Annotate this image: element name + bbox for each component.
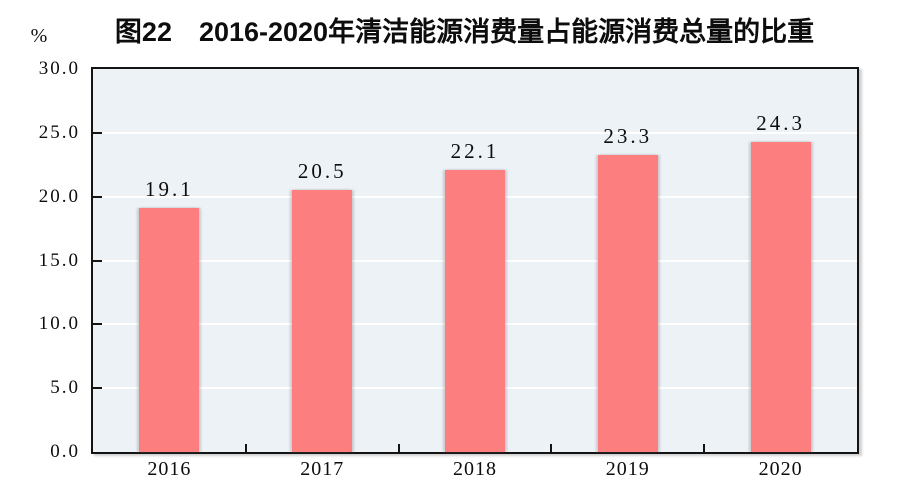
bar-2016 <box>139 208 200 452</box>
x-axis-tick <box>397 444 400 452</box>
y-axis-tick-label: 30.0 <box>38 58 80 79</box>
x-axis-tick <box>550 444 553 452</box>
x-axis-label: 2019 <box>605 458 650 480</box>
x-axis-tick <box>244 444 247 452</box>
y-axis-tick <box>93 323 102 326</box>
y-axis-tick-label: 0.0 <box>50 441 80 462</box>
bar-2020 <box>750 141 811 452</box>
x-axis-label: 2017 <box>300 458 345 480</box>
x-axis-label: 2018 <box>453 458 497 480</box>
y-axis-tick <box>93 131 102 134</box>
bar-value-label: 23.3 <box>603 123 653 148</box>
y-axis-tick-label: 15.0 <box>38 249 80 271</box>
plot-area: 19.1 20.5 22.1 23.3 24.3 <box>91 67 859 454</box>
bar-2017 <box>292 190 353 452</box>
y-axis-tick-label: 10.0 <box>38 313 80 335</box>
x-axis-label: 2016 <box>147 458 192 480</box>
bar-value-label: 22.1 <box>450 138 500 163</box>
bar-value-label: 20.5 <box>297 159 347 184</box>
y-axis-tick <box>93 195 102 198</box>
bar-2018 <box>445 169 505 452</box>
bar-value-label: 24.3 <box>756 110 805 135</box>
y-axis-unit-label: % <box>30 25 48 47</box>
y-axis-tick-label: 20.0 <box>38 185 80 207</box>
bar-2019 <box>597 154 658 452</box>
x-axis-label: 2020 <box>758 458 803 480</box>
y-axis-tick-label: 5.0 <box>50 377 80 399</box>
y-axis-tick <box>93 387 102 390</box>
y-axis-tick <box>93 259 102 262</box>
bar-value-label: 19.1 <box>145 177 194 202</box>
chart-title: 图22 2016-2020年清洁能源消费量占能源消费总量的比重 <box>114 17 815 47</box>
x-axis-tick <box>703 444 706 452</box>
y-axis-tick-label: 25.0 <box>38 121 80 143</box>
gridline <box>93 131 857 134</box>
